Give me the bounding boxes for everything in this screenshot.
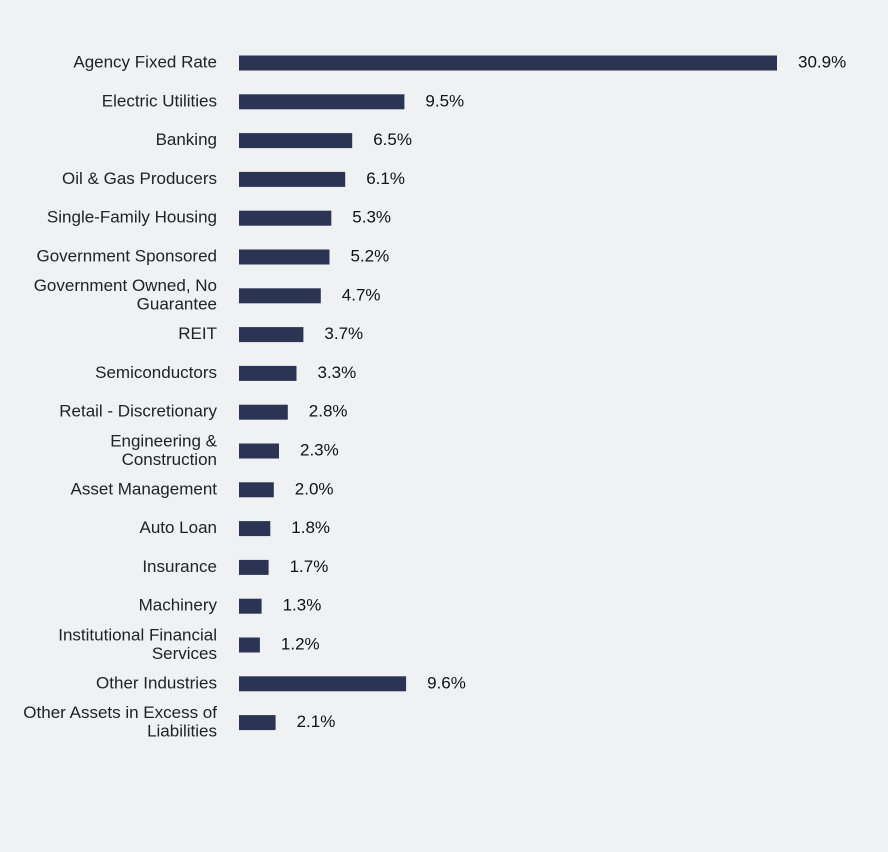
value-label-10: 2.3%	[300, 440, 339, 459]
bar-8	[239, 365, 297, 381]
value-label-0: 30.9%	[798, 52, 846, 71]
category-label-13: Insurance	[142, 557, 217, 576]
category-label-10: Engineering & Construction	[110, 431, 217, 469]
category-label-7: REIT	[178, 324, 217, 343]
bar-7	[239, 327, 304, 343]
category-label-2: Banking	[156, 130, 217, 149]
bar-4	[239, 210, 332, 226]
bar-5	[239, 249, 330, 265]
category-label-8: Semiconductors	[95, 363, 217, 382]
category-label-12: Auto Loan	[139, 518, 217, 537]
category-label-5: Government Sponsored	[37, 246, 218, 265]
bar-12	[239, 521, 271, 537]
value-label-7: 3.7%	[324, 324, 363, 343]
bar-16	[239, 676, 407, 692]
value-label-15: 1.2%	[281, 634, 320, 653]
value-label-9: 2.8%	[309, 402, 348, 421]
value-label-13: 1.7%	[290, 557, 329, 576]
value-label-4: 5.3%	[352, 208, 391, 227]
category-label-14: Machinery	[139, 596, 218, 615]
bar-1	[239, 94, 405, 110]
value-label-11: 2.0%	[295, 479, 334, 498]
category-label-16: Other Industries	[96, 673, 217, 692]
category-label-3: Oil & Gas Producers	[62, 169, 217, 188]
value-label-3: 6.1%	[366, 169, 405, 188]
category-label-0: Agency Fixed Rate	[73, 52, 217, 71]
category-label-6: Government Owned, No Guarantee	[34, 276, 217, 314]
category-label-1: Electric Utilities	[102, 91, 217, 110]
bar-11	[239, 482, 274, 498]
value-label-6: 4.7%	[342, 285, 381, 304]
category-label-9: Retail - Discretionary	[59, 402, 217, 421]
bar-13	[239, 559, 269, 575]
category-label-11: Asset Management	[71, 479, 218, 498]
value-label-17: 2.1%	[297, 712, 336, 731]
bar-3	[239, 171, 346, 187]
bar-14	[239, 598, 262, 614]
category-label-4: Single-Family Housing	[47, 208, 217, 227]
value-label-14: 1.3%	[283, 596, 322, 615]
bar-10	[239, 443, 279, 459]
value-label-16: 9.6%	[427, 673, 466, 692]
bar-6	[239, 288, 321, 304]
value-label-1: 9.5%	[425, 91, 464, 110]
category-label-15: Institutional Financial Services	[58, 625, 217, 663]
value-label-8: 3.3%	[318, 363, 357, 382]
bar-17	[239, 715, 276, 731]
value-label-2: 6.5%	[373, 130, 412, 149]
bar-15	[239, 637, 260, 653]
bar-0	[239, 55, 777, 71]
value-label-12: 1.8%	[291, 518, 330, 537]
value-label-5: 5.2%	[351, 246, 390, 265]
bar-9	[239, 404, 288, 420]
category-label-17: Other Assets in Excess of Liabilities	[23, 703, 217, 741]
bar-2	[239, 133, 353, 149]
